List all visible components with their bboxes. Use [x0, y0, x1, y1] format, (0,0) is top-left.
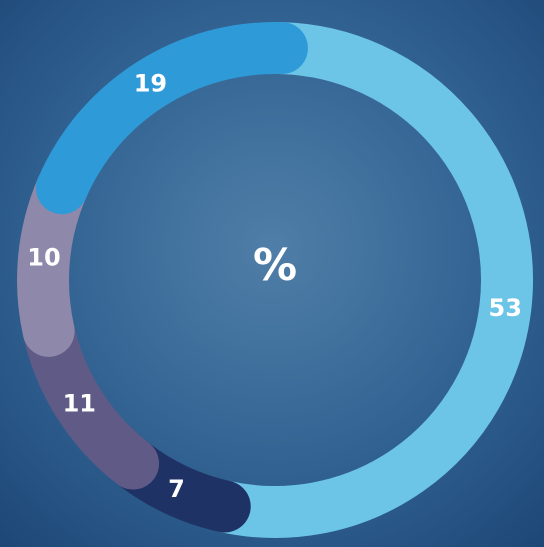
data-label: 19	[134, 69, 167, 97]
data-label: 10	[27, 243, 60, 271]
data-label: 53	[489, 294, 522, 322]
ring	[17, 22, 533, 538]
donut-segment	[198, 22, 533, 538]
data-label: 11	[63, 390, 96, 418]
data-label: 7	[168, 475, 185, 503]
donut-segment	[35, 22, 308, 215]
center-label: %	[253, 240, 297, 291]
